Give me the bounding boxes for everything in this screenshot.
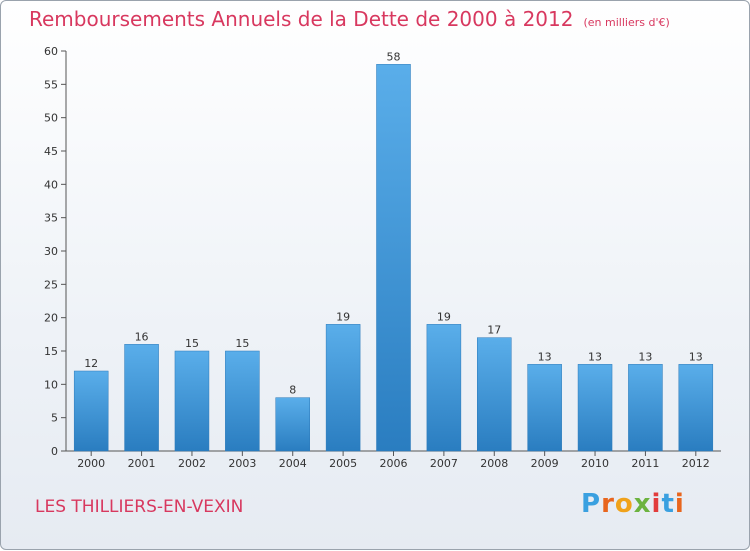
chart-title: Remboursements Annuels de la Dette de 20… [29,7,670,31]
y-tick-label: 60 [44,45,58,58]
title-text: Remboursements Annuels de la Dette de 20… [29,7,574,31]
x-tick-label: 2005 [329,457,357,470]
data-label: 13 [638,350,652,363]
data-label: 17 [487,324,501,337]
data-label: 15 [235,337,249,350]
y-tick-label: 25 [44,278,58,291]
bar [174,350,210,452]
x-tick-label: 2004 [279,457,307,470]
bars [73,64,714,452]
logo-letter: o [614,489,634,519]
data-label: 16 [135,330,149,343]
logo-letter: i [651,489,662,519]
x-tick-label: 2006 [380,457,408,470]
x-tick-label: 2009 [531,457,559,470]
axes: 0 5 10 15 20 25 30 35 40 45 50 55 60 [44,45,721,458]
bar [73,370,109,452]
y-tick-label: 40 [44,178,58,191]
labels: 2000 12 2001 16 2002 15 2003 15 2004 8 2005 19 2006 5… [77,50,710,470]
data-label: 13 [538,350,552,363]
x-tick-label: 2003 [228,457,256,470]
city-name: LES THILLIERS-EN-VEXIN [35,497,244,517]
y-tick-label: 35 [44,212,58,225]
logo-letter: i [674,489,685,519]
y-tick-label: 45 [44,145,58,158]
bar [527,364,562,452]
logo-letter: P [581,489,602,519]
y-tick-label: 0 [51,445,58,458]
data-label: 19 [336,310,350,323]
data-label: 58 [387,50,401,63]
data-label: 8 [289,384,296,397]
logo-letter: x [633,489,652,519]
y-tick-label: 30 [44,245,58,258]
x-tick-label: 2002 [178,457,206,470]
data-label: 13 [588,350,602,363]
bar [275,397,310,452]
logo-letter: t [661,489,675,519]
y-tick-label: 55 [44,78,58,91]
x-tick-label: 2000 [77,457,105,470]
y-tick-label: 15 [44,345,58,358]
data-label: 19 [437,310,451,323]
bar [376,64,411,452]
proxiti-logo[interactable]: Proxiti [581,489,685,519]
bar [124,344,159,452]
bar [577,364,613,452]
bar [678,364,714,452]
x-tick-label: 2012 [682,457,710,470]
x-tick-label: 2011 [631,457,659,470]
x-tick-label: 2008 [480,457,508,470]
x-tick-label: 2001 [128,457,156,470]
x-tick-label: 2010 [581,457,609,470]
logo-letter: r [601,489,615,519]
bar [225,350,260,452]
chart-subtitle: (en milliers d'€) [583,16,670,29]
bar [426,324,462,452]
y-tick-label: 10 [44,378,58,391]
y-tick-label: 20 [44,312,58,325]
x-tick-label: 2007 [430,457,458,470]
bar [325,324,361,452]
bar [628,364,663,452]
data-label: 15 [185,337,199,350]
y-tick-label: 5 [51,412,58,425]
data-label: 12 [84,357,98,370]
data-label: 13 [689,350,703,363]
bar [477,337,512,452]
y-tick-label: 50 [44,112,58,125]
